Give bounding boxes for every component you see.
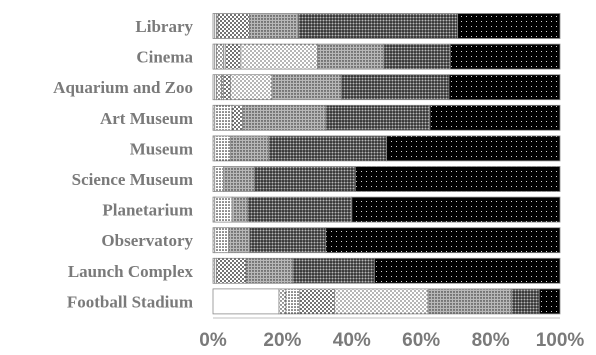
bar-segment-library-5 <box>217 13 250 39</box>
bar-segment-aquarium-and-zoo-8 <box>340 74 450 101</box>
bar-segment-planetarium-8 <box>247 196 353 223</box>
bar-segment-football-stadium-3 <box>278 288 287 315</box>
bar-segment-observatory-7 <box>228 227 250 254</box>
x-tick-label-3: 60% <box>402 330 440 351</box>
bar-segment-art-museum-5 <box>231 104 243 131</box>
bar-art-museum <box>212 104 561 131</box>
bar-segment-cinema-9 <box>449 43 561 70</box>
bar-segment-cinema-7 <box>317 43 385 70</box>
bar-segment-football-stadium-6 <box>334 288 429 315</box>
bar-segment-science-museum-9 <box>354 166 561 192</box>
bar-segment-football-stadium-1 <box>212 288 280 315</box>
bars-layer <box>212 13 561 315</box>
bar-segment-museum-7 <box>229 135 269 162</box>
bar-segment-cinema-8 <box>383 43 451 70</box>
bar-segment-museum-8 <box>268 135 387 162</box>
bar-segment-football-stadium-8 <box>511 288 540 315</box>
bar-segment-launch-complex-5 <box>216 257 247 284</box>
bar-segment-science-museum-8 <box>254 166 356 192</box>
bar-museum <box>212 135 561 162</box>
bar-cinema <box>212 43 561 70</box>
bar-segment-museum-4 <box>214 135 231 162</box>
x-tick-label-4: 80% <box>472 330 510 351</box>
x-tick-label-1: 20% <box>263 330 301 351</box>
bar-segment-science-museum-4 <box>214 166 224 192</box>
bar-segment-aquarium-and-zoo-5 <box>223 74 231 101</box>
bar-football-stadium <box>212 288 561 315</box>
category-label-launch-complex: Launch Complex <box>68 262 194 281</box>
bar-segment-observatory-9 <box>325 227 561 254</box>
bar-segment-art-museum-9 <box>429 104 561 131</box>
bar-segment-aquarium-and-zoo-9 <box>448 74 561 101</box>
bar-segment-launch-complex-8 <box>292 257 375 284</box>
bar-segment-football-stadium-4 <box>285 288 301 315</box>
category-label-museum: Museum <box>130 139 193 158</box>
x-tick-label-2: 40% <box>333 330 371 351</box>
bar-planetarium <box>212 196 561 223</box>
bar-aquarium-and-zoo <box>212 74 561 101</box>
category-label-aquarium-and-zoo: Aquarium and Zoo <box>53 78 193 97</box>
bar-segment-launch-complex-9 <box>373 257 561 284</box>
bar-observatory <box>212 227 561 254</box>
bar-segment-cinema-5 <box>224 43 242 70</box>
bar-segment-cinema-3 <box>216 43 224 70</box>
bar-segment-art-museum-8 <box>325 104 431 131</box>
bar-segment-launch-complex-7 <box>245 257 294 284</box>
bar-segment-library-9 <box>457 13 561 39</box>
bar-segment-planetarium-4 <box>214 196 233 223</box>
bar-segment-planetarium-7 <box>231 196 249 223</box>
category-label-library: Library <box>135 17 193 36</box>
bar-segment-football-stadium-5 <box>299 288 335 315</box>
bar-segment-observatory-8 <box>249 227 327 254</box>
bar-segment-cinema-6 <box>240 43 319 70</box>
bar-segment-aquarium-and-zoo-6 <box>229 74 273 101</box>
bar-segment-art-museum-7 <box>242 104 327 131</box>
bar-segment-football-stadium-7 <box>427 288 512 315</box>
bar-segment-art-museum-4 <box>214 104 233 131</box>
bar-segment-planetarium-9 <box>351 196 561 223</box>
category-labels: Library Cinema Aquarium and Zoo Art Museum M… <box>53 17 193 311</box>
category-label-science-museum: Science Museum <box>72 170 193 189</box>
bar-segment-football-stadium-9 <box>538 288 561 315</box>
category-label-planetarium: Planetarium <box>102 201 193 220</box>
bar-segment-science-museum-7 <box>223 166 256 192</box>
category-label-art-museum: Art Museum <box>100 109 193 128</box>
category-label-football-stadium: Football Stadium <box>67 292 193 311</box>
bar-library <box>212 13 561 39</box>
bar-science-museum <box>212 166 561 192</box>
category-label-cinema: Cinema <box>136 48 193 67</box>
bar-segment-library-8 <box>297 13 459 39</box>
bar-segment-observatory-4 <box>214 227 230 254</box>
x-tick-label-0: 0% <box>199 330 227 351</box>
x-tick-labels: 0% 20% 40% 60% 80% 100% <box>199 330 584 351</box>
bar-segment-aquarium-and-zoo-3 <box>216 74 223 101</box>
bar-launch-complex <box>212 257 561 284</box>
bar-segment-museum-9 <box>386 135 561 162</box>
bar-segment-library-7 <box>249 13 299 39</box>
x-tick-label-5: 100% <box>536 330 585 351</box>
bar-segment-aquarium-and-zoo-7 <box>271 74 342 101</box>
category-label-observatory: Observatory <box>101 231 193 250</box>
